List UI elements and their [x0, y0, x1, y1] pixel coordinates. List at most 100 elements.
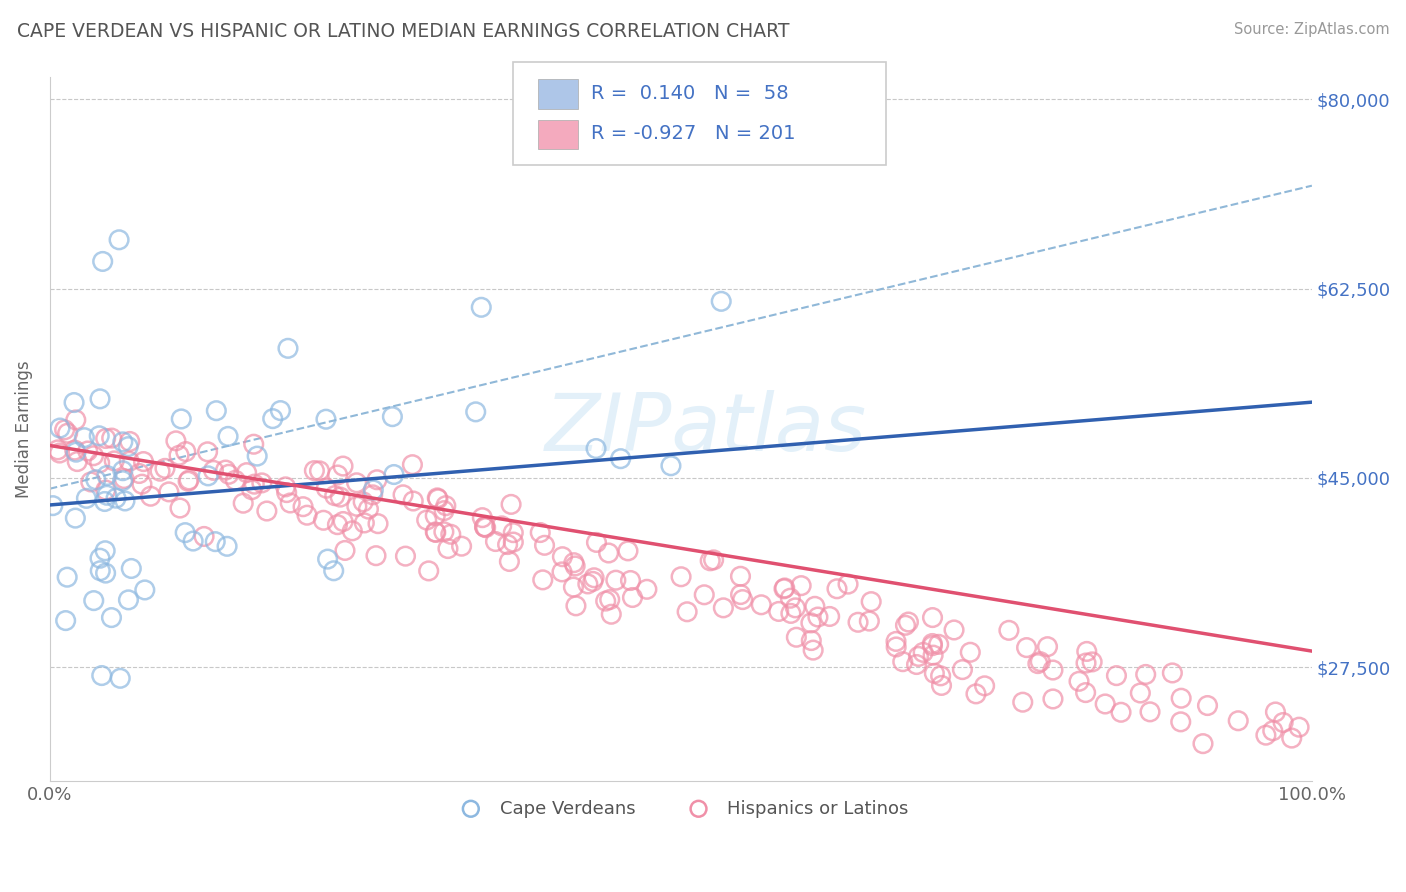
- Point: [89, 564, 111, 578]
- Point: [415, 513, 437, 527]
- Point: [491, 519, 513, 533]
- Point: [100, 610, 122, 624]
- Point: [617, 544, 640, 558]
- Point: [780, 607, 803, 621]
- Point: [773, 582, 796, 596]
- Point: [562, 580, 585, 594]
- Point: [118, 434, 141, 449]
- Point: [329, 490, 352, 504]
- Point: [117, 593, 139, 607]
- Point: [153, 461, 176, 475]
- Point: [710, 294, 733, 309]
- Point: [474, 520, 496, 534]
- Point: [96, 488, 118, 502]
- Point: [1029, 655, 1052, 669]
- Text: R = -0.927   N = 201: R = -0.927 N = 201: [591, 124, 794, 144]
- Point: [605, 573, 627, 587]
- Point: [353, 516, 375, 530]
- Point: [112, 472, 135, 486]
- Point: [89, 429, 111, 443]
- Point: [860, 594, 883, 608]
- Point: [48, 446, 70, 460]
- Point: [63, 395, 86, 409]
- Point: [111, 464, 134, 478]
- Text: Source: ZipAtlas.com: Source: ZipAtlas.com: [1233, 22, 1389, 37]
- Point: [315, 412, 337, 426]
- Point: [118, 454, 141, 468]
- Point: [46, 442, 69, 457]
- Point: [825, 582, 848, 596]
- Point: [790, 579, 813, 593]
- Point: [943, 623, 966, 637]
- Point: [470, 301, 492, 315]
- Point: [1288, 720, 1310, 734]
- Point: [931, 678, 953, 692]
- Point: [785, 600, 807, 615]
- Point: [250, 475, 273, 490]
- Point: [636, 582, 658, 597]
- Point: [243, 477, 266, 491]
- Point: [42, 499, 65, 513]
- Point: [502, 525, 524, 540]
- Point: [425, 524, 447, 539]
- Point: [217, 539, 239, 553]
- Point: [731, 592, 754, 607]
- Point: [703, 553, 725, 567]
- Point: [801, 643, 824, 657]
- Point: [922, 648, 945, 662]
- Point: [484, 534, 506, 549]
- Point: [897, 615, 920, 629]
- Point: [894, 618, 917, 632]
- Point: [332, 515, 354, 529]
- Point: [381, 409, 404, 424]
- Point: [56, 570, 79, 584]
- Point: [76, 444, 98, 458]
- Point: [785, 630, 807, 644]
- Point: [437, 541, 460, 556]
- Point: [128, 467, 150, 481]
- Point: [565, 599, 588, 613]
- Point: [1197, 698, 1219, 713]
- Point: [242, 437, 264, 451]
- Point: [197, 445, 219, 459]
- Point: [93, 494, 115, 508]
- Point: [204, 534, 226, 549]
- Point: [450, 539, 472, 553]
- Point: [315, 481, 337, 495]
- Point: [167, 448, 190, 462]
- Point: [884, 640, 907, 654]
- Point: [434, 499, 457, 513]
- Point: [1170, 714, 1192, 729]
- Point: [912, 645, 935, 659]
- Point: [278, 496, 301, 510]
- Point: [84, 473, 107, 487]
- Point: [214, 463, 236, 477]
- Point: [308, 464, 330, 478]
- Point: [425, 525, 447, 540]
- Point: [529, 525, 551, 540]
- Point: [103, 454, 125, 468]
- Point: [471, 510, 494, 524]
- Point: [181, 534, 204, 549]
- Point: [502, 535, 524, 549]
- Point: [382, 467, 405, 482]
- Point: [277, 341, 299, 355]
- Point: [905, 657, 928, 672]
- Point: [474, 521, 496, 535]
- Point: [800, 633, 823, 648]
- Point: [49, 421, 72, 435]
- Point: [94, 432, 117, 446]
- Text: CAPE VERDEAN VS HISPANIC OR LATINO MEDIAN EARNINGS CORRELATION CHART: CAPE VERDEAN VS HISPANIC OR LATINO MEDIA…: [17, 22, 789, 41]
- Point: [1015, 640, 1038, 655]
- Point: [357, 502, 380, 516]
- Point: [1109, 706, 1132, 720]
- Point: [82, 449, 104, 463]
- Point: [139, 489, 162, 503]
- Point: [533, 538, 555, 552]
- Point: [63, 443, 86, 458]
- Point: [1076, 644, 1098, 658]
- Point: [1281, 731, 1303, 745]
- Point: [90, 668, 112, 682]
- Point: [598, 546, 620, 560]
- Point: [474, 520, 496, 534]
